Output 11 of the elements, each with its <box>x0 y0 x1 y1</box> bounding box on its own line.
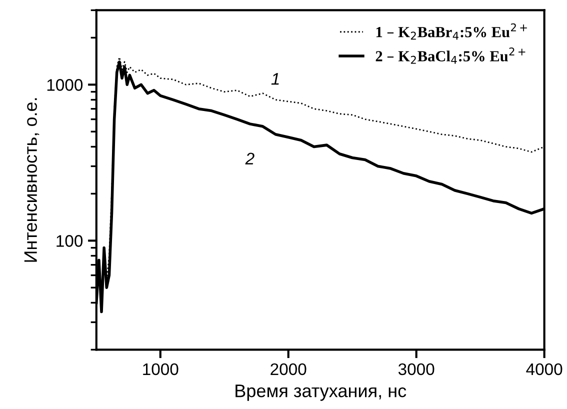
x-tick-label: 1000 <box>143 363 178 376</box>
x-axis-title: Время затухания, нс <box>236 384 406 401</box>
annotation: 2 <box>245 152 254 164</box>
x-tick-label: 3000 <box>398 363 434 376</box>
y-tick-label: 100 <box>56 235 83 247</box>
legend-label: 2 – K$_{2}$BaCl$_{4}$:5% Eu$^{2+}$ <box>376 47 526 64</box>
y-axis-title: Интенсивность, о.е. <box>24 98 40 262</box>
annotation: 1 <box>271 73 279 85</box>
x-tick-label: 2000 <box>270 363 306 376</box>
x-tick-label: 4000 <box>526 363 562 376</box>
legend-label: 1 – K$_{2}$BaBr$_{4}$:5% Eu$^{2+}$ <box>376 23 527 40</box>
